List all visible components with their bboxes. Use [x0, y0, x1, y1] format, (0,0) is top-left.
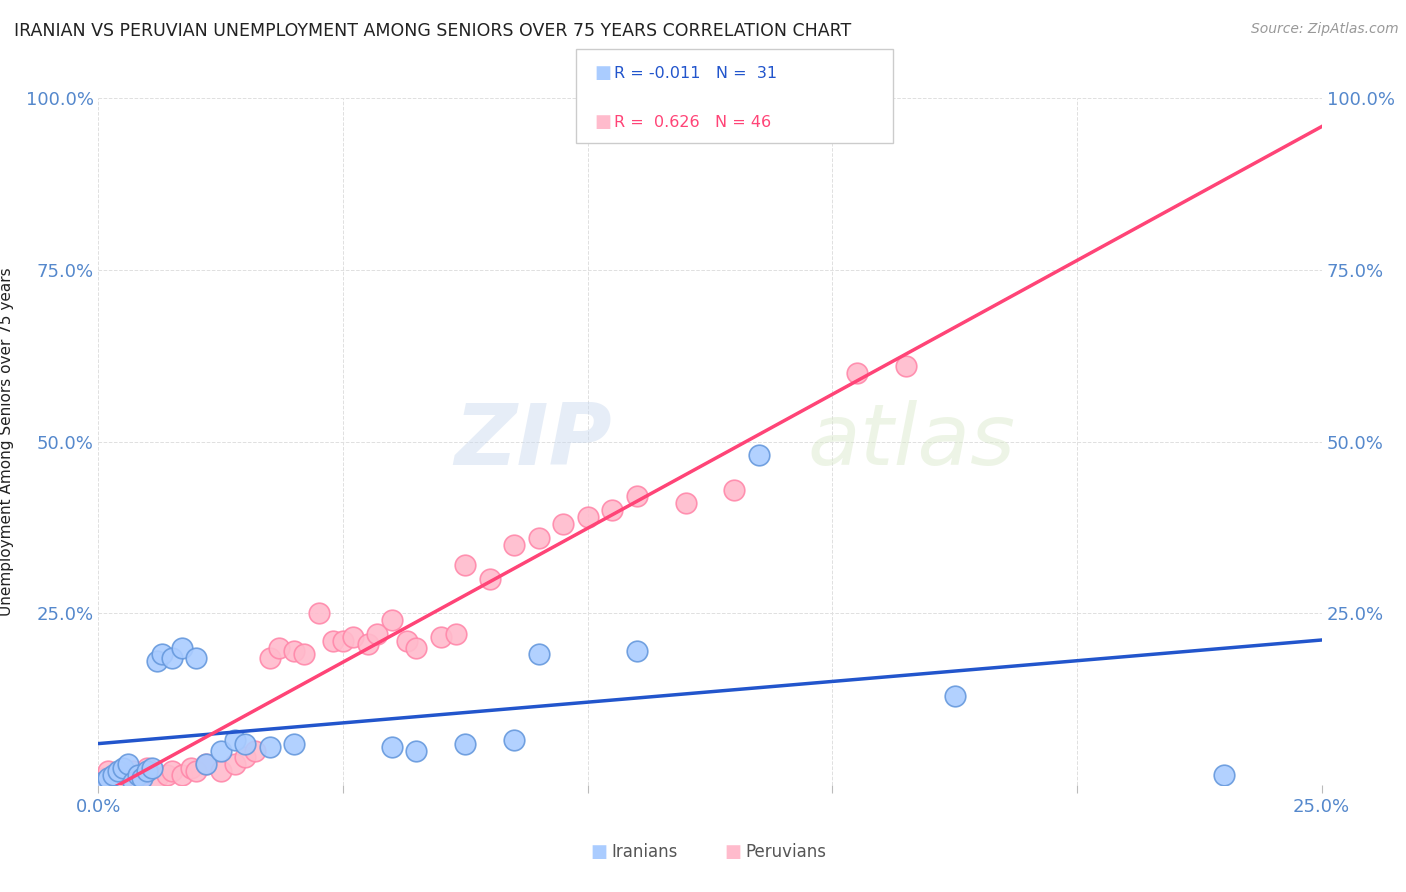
- Point: [170, 767, 193, 781]
- Point: [723, 483, 745, 497]
- Point: [136, 761, 159, 775]
- Point: [553, 516, 575, 531]
- Point: [91, 774, 114, 789]
- Point: [430, 630, 453, 644]
- Point: [894, 359, 917, 373]
- Point: [121, 764, 143, 779]
- Point: [405, 640, 427, 655]
- Point: [233, 750, 256, 764]
- Text: ■: ■: [591, 843, 607, 861]
- Point: [259, 651, 281, 665]
- Point: [243, 744, 266, 758]
- Point: [444, 627, 467, 641]
- Text: Source: ZipAtlas.com: Source: ZipAtlas.com: [1251, 22, 1399, 37]
- Point: [186, 651, 208, 665]
- Point: [146, 654, 169, 668]
- Text: ZIP: ZIP: [454, 400, 612, 483]
- Point: [503, 537, 526, 551]
- Point: [156, 767, 179, 781]
- Point: [283, 644, 305, 658]
- Point: [527, 531, 550, 545]
- Point: [131, 771, 153, 785]
- Text: Iranians: Iranians: [612, 843, 678, 861]
- Point: [478, 572, 501, 586]
- Point: [332, 633, 354, 648]
- Point: [180, 761, 202, 775]
- Text: R = -0.011   N =  31: R = -0.011 N = 31: [614, 66, 778, 80]
- Point: [1212, 767, 1234, 781]
- Point: [405, 744, 427, 758]
- Point: [160, 651, 183, 665]
- Point: [111, 771, 134, 785]
- Point: [195, 757, 218, 772]
- Point: [381, 740, 404, 755]
- Point: [97, 764, 120, 779]
- Point: [91, 771, 114, 785]
- Point: [626, 644, 648, 658]
- Point: [170, 640, 193, 655]
- Point: [675, 496, 697, 510]
- Point: [150, 648, 173, 662]
- Text: ■: ■: [595, 113, 612, 131]
- Point: [748, 448, 770, 462]
- Point: [209, 744, 232, 758]
- Point: [195, 757, 218, 772]
- Point: [259, 740, 281, 755]
- Text: Peruvians: Peruvians: [745, 843, 827, 861]
- Point: [160, 764, 183, 779]
- Point: [600, 503, 623, 517]
- Point: [269, 640, 291, 655]
- Point: [146, 771, 169, 785]
- Point: [141, 761, 163, 775]
- Point: [233, 737, 256, 751]
- Text: R =  0.626   N = 46: R = 0.626 N = 46: [614, 115, 772, 129]
- Point: [224, 733, 246, 747]
- Point: [136, 764, 159, 779]
- Point: [97, 771, 120, 785]
- Point: [576, 510, 599, 524]
- Text: atlas: atlas: [808, 400, 1017, 483]
- Point: [342, 630, 364, 644]
- Point: [186, 764, 208, 779]
- Point: [527, 648, 550, 662]
- Point: [503, 733, 526, 747]
- Point: [117, 757, 139, 772]
- Point: [366, 627, 388, 641]
- Point: [131, 767, 153, 781]
- Point: [224, 757, 246, 772]
- Point: [209, 764, 232, 779]
- Point: [381, 613, 404, 627]
- Point: [308, 607, 330, 621]
- Point: [356, 637, 378, 651]
- Point: [111, 761, 134, 775]
- Point: [292, 648, 315, 662]
- Point: [626, 490, 648, 504]
- Point: [943, 689, 966, 703]
- Point: [127, 767, 149, 781]
- Point: [845, 366, 868, 380]
- Point: [101, 774, 124, 789]
- Text: IRANIAN VS PERUVIAN UNEMPLOYMENT AMONG SENIORS OVER 75 YEARS CORRELATION CHART: IRANIAN VS PERUVIAN UNEMPLOYMENT AMONG S…: [14, 22, 851, 40]
- Text: ■: ■: [595, 64, 612, 82]
- Point: [101, 767, 124, 781]
- Point: [454, 737, 477, 751]
- Point: [107, 764, 129, 779]
- Point: [454, 558, 477, 573]
- Point: [107, 767, 129, 781]
- Point: [283, 737, 305, 751]
- Text: ■: ■: [724, 843, 741, 861]
- Point: [395, 633, 418, 648]
- Y-axis label: Unemployment Among Seniors over 75 years: Unemployment Among Seniors over 75 years: [0, 268, 14, 615]
- Point: [121, 774, 143, 789]
- Point: [322, 633, 344, 648]
